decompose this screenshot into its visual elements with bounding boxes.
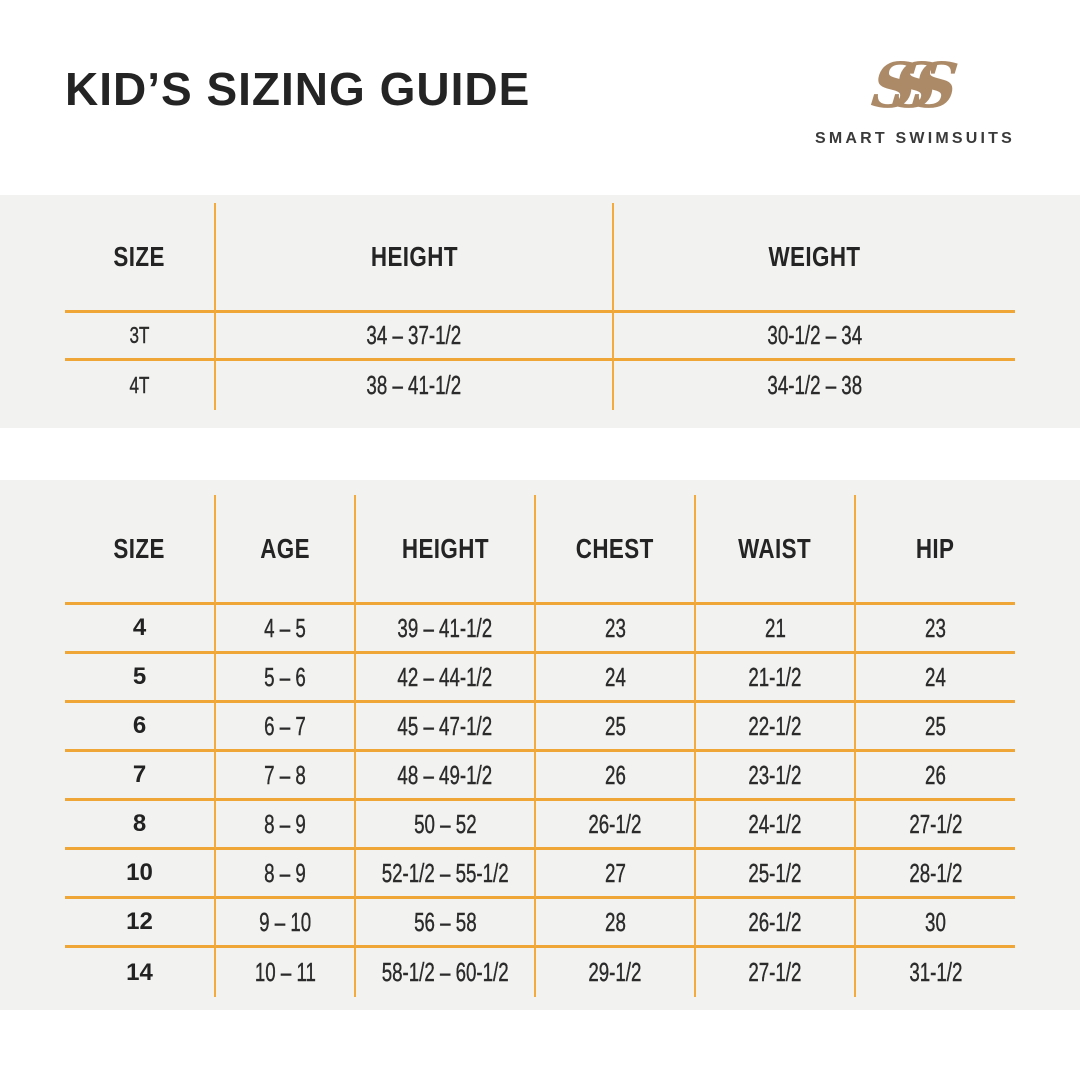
toddler-header-weight: WEIGHT [614,203,1015,313]
kids-row-cell: 29-1/2 [536,948,696,997]
kids-row-cell: 27 [536,850,696,899]
kids-row-cell: 28-1/2 [856,850,1015,899]
kids-header-waist: WAIST [696,495,856,605]
toddler-row-4t-height: 38 – 41-1/2 [216,361,614,410]
kids-row-cell: 26 [856,752,1015,801]
toddler-size-table: SIZE HEIGHT WEIGHT 3T 34 – 37-1/2 30-1/2… [65,203,1015,410]
kids-row-cell: 6 [65,703,216,752]
toddler-header-size: SIZE [65,203,216,313]
kids-row-cell: 12 [65,899,216,948]
kids-row-cell: 52-1/2 – 55-1/2 [356,850,536,899]
kids-row-cell: 5 – 6 [216,654,356,703]
kids-row-cell: 8 [65,801,216,850]
kids-row-cell: 21 [696,605,856,654]
kids-row-cell: 26-1/2 [696,899,856,948]
kids-row-cell: 24 [856,654,1015,703]
kids-header-size: SIZE [65,495,216,605]
kids-row-cell: 21-1/2 [696,654,856,703]
toddler-row-3t-weight: 30-1/2 – 34 [614,313,1015,361]
toddler-row-3t-height: 34 – 37-1/2 [216,313,614,361]
kids-row-cell: 5 [65,654,216,703]
kids-row-cell: 50 – 52 [356,801,536,850]
brand-name: SMART SWIMSUITS [815,130,1015,147]
kids-row-cell: 23 [856,605,1015,654]
kids-row-cell: 56 – 58 [356,899,536,948]
kids-row-cell: 48 – 49-1/2 [356,752,536,801]
kids-row-cell: 4 [65,605,216,654]
kids-size-table: SIZE AGE HEIGHT CHEST WAIST HIP 4 4 – 5 … [65,495,1015,997]
toddler-row-4t-size: 4T [65,361,216,410]
kids-row-cell: 28 [536,899,696,948]
kids-row-cell: 58-1/2 – 60-1/2 [356,948,536,997]
kids-row-cell: 14 [65,948,216,997]
kids-row-cell: 26 [536,752,696,801]
toddler-header-height: HEIGHT [216,203,614,313]
page-header: KID’S SIZING GUIDE S S S SMART SWIMSUITS [0,0,1080,195]
kids-table-section: SIZE AGE HEIGHT CHEST WAIST HIP 4 4 – 5 … [0,480,1080,1010]
kids-row-cell: 24-1/2 [696,801,856,850]
kids-row-cell: 31-1/2 [908,957,963,987]
kids-row-cell: 6 – 7 [216,703,356,752]
kids-row-cell: 39 – 41-1/2 [356,605,536,654]
kids-row-cell: 8 – 9 [216,801,356,850]
kids-header-hip: HIP [856,495,1015,605]
kids-row-cell: 7 [65,752,216,801]
kids-row-cell: 24 [536,654,696,703]
kids-row-cell: 25 [536,703,696,752]
kids-row-cell: 25-1/2 [696,850,856,899]
kids-row-cell: 27-1/2 [696,948,856,997]
kids-row-cell: 22-1/2 [696,703,856,752]
brand-logo: S S S SMART SWIMSUITS [805,36,1025,148]
kids-header-chest: CHEST [536,495,696,605]
kids-header-age: AGE [216,495,356,605]
kids-row-cell: 27-1/2 [856,801,1015,850]
kids-row-cell: 42 – 44-1/2 [356,654,536,703]
kids-row-cell: 23-1/2 [696,752,856,801]
kids-row-cell: 8 – 9 [216,850,356,899]
toddler-table-section: SIZE HEIGHT WEIGHT 3T 34 – 37-1/2 30-1/2… [0,195,1080,428]
toddler-row-3t-size: 3T [65,313,216,361]
kids-row-cell: 26-1/2 [536,801,696,850]
kids-row-cell: 10 [65,850,216,899]
kids-row-cell: 30 [856,899,1015,948]
kids-row-cell: 7 – 8 [216,752,356,801]
kids-row-cell: 4 – 5 [216,605,356,654]
toddler-row-4t-weight: 34-1/2 – 38 [767,370,862,400]
kids-row-cell: 10 – 11 [216,948,356,997]
kids-header-height: HEIGHT [356,495,536,605]
triple-s-monogram-icon: S S S [805,36,1025,123]
kids-row-cell: 25 [856,703,1015,752]
logo-s-glyph: S [909,49,963,123]
kids-row-cell: 45 – 47-1/2 [356,703,536,752]
kids-row-cell: 9 – 10 [216,899,356,948]
kids-row-cell: 23 [536,605,696,654]
page-title: KID’S SIZING GUIDE [65,63,531,115]
